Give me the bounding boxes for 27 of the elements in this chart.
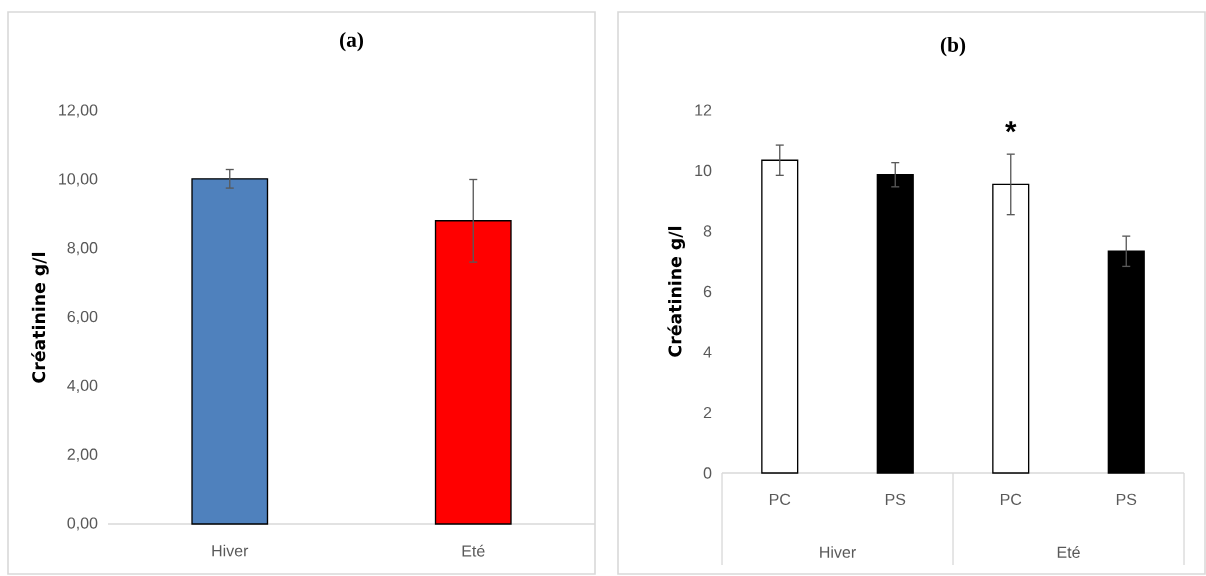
y-tick-label: 12,00 [59,104,98,118]
chart-title: (a) [340,31,364,52]
y-tick-label: 8 [703,225,712,237]
y-tick-label: 12 [695,104,712,116]
y-tick-label: 10 [695,164,712,177]
chart-title: (b) [940,36,966,57]
bar [761,159,799,474]
y-tick-label: 8,00 [67,242,98,256]
x-tick-label: PC [769,493,791,506]
x-tick-label: PS [1116,493,1137,506]
x-tick-label: PS [885,493,906,506]
y-tick-label: 4,00 [67,379,98,393]
y-tick-label: 0,00 [67,517,98,531]
bar [1107,250,1145,474]
y-tick-label: 10,00 [59,173,98,187]
y-axis-title: Créatinine g/l [31,252,49,383]
x-tick-label: PC [1000,493,1022,506]
y-tick-label: 2 [703,406,712,419]
y-tick-label: 2,00 [67,448,98,462]
y-tick-label: 4 [703,346,712,358]
y-tick-label: 6 [703,285,712,298]
bar [992,183,1030,474]
y-tick-label: 6,00 [67,310,98,325]
bar [876,174,914,474]
y-axis-title: Créatinine g/l [667,226,686,357]
data-label: * [1005,121,1017,133]
y-tick-label: 0 [703,467,712,479]
